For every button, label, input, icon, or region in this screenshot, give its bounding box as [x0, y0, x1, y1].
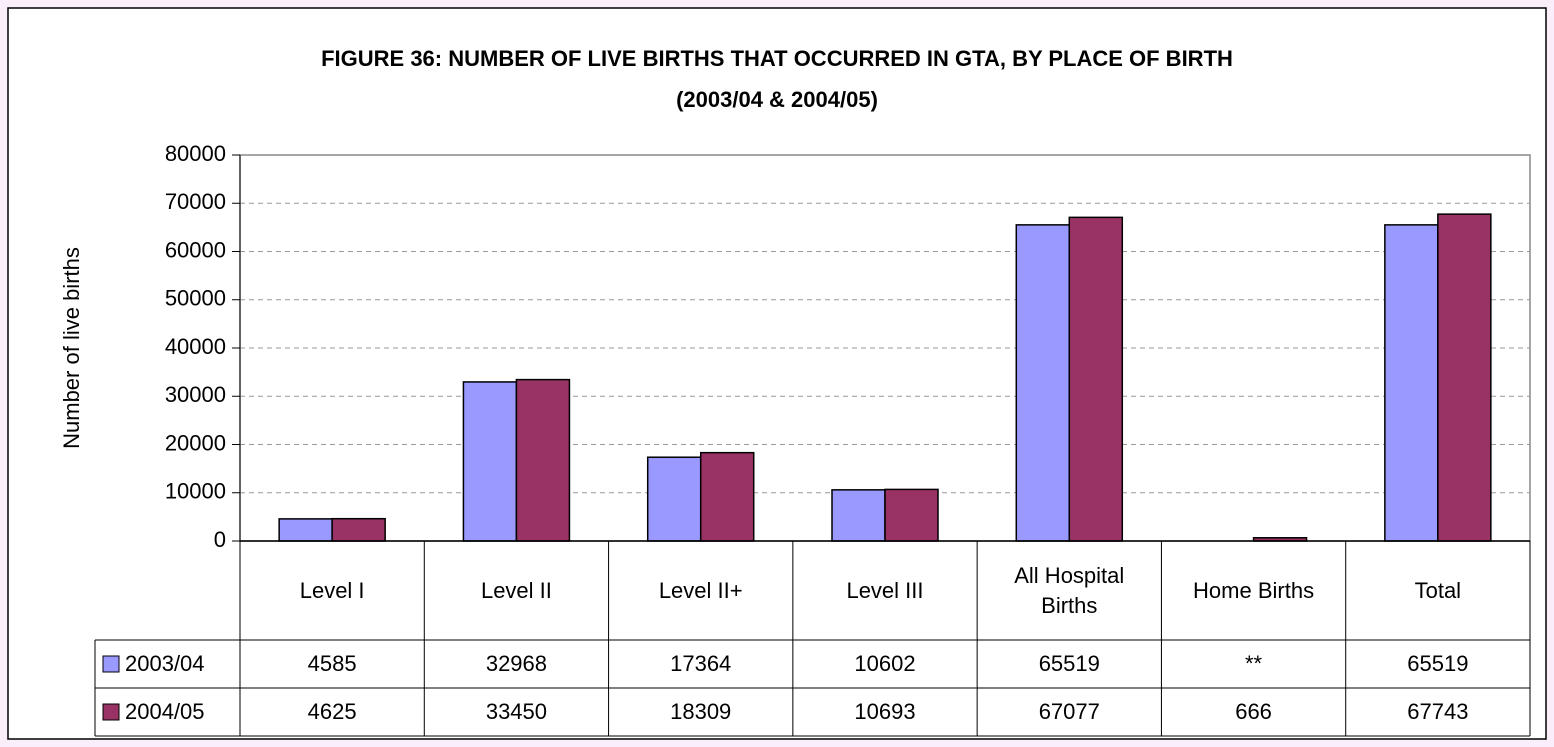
x-tick-label-box: Level II [480, 577, 552, 603]
data-label: 4585 [307, 651, 357, 677]
bar [646, 456, 702, 542]
chart-subtitle: (2003/04 & 2004/05) [676, 87, 878, 112]
data-label-box: ** [1245, 651, 1263, 677]
data-label-box: 65519 [1038, 651, 1100, 677]
data-label: 67077 [1038, 699, 1100, 725]
data-label-box: 33450 [485, 699, 548, 725]
data-label-box: 17364 [670, 651, 732, 677]
data-label-box: 4585 [307, 651, 357, 677]
x-tick-label: Total [1414, 577, 1462, 603]
bar [884, 488, 939, 542]
data-label: 4625 [307, 699, 357, 725]
x-tick-label: Level I [299, 577, 365, 603]
bar [1384, 224, 1439, 542]
data-label-box: 65519 [1407, 651, 1469, 677]
bar [331, 517, 386, 542]
chart-title: FIGURE 36: NUMBER OF LIVE BIRTHS THAT OC… [321, 46, 1233, 71]
y-tick-label: 30000 [165, 382, 226, 407]
y-tick-label: 70000 [165, 189, 226, 214]
x-tick-label: All Hospital Births [1014, 562, 1125, 618]
bar [1015, 224, 1071, 542]
data-label: 10693 [854, 699, 916, 725]
data-label: 18309 [670, 699, 732, 725]
x-tick-label-box: All Hospital Births [1014, 562, 1125, 618]
data-label: 17364 [670, 651, 732, 677]
data-label-box: 67743 [1407, 699, 1469, 725]
y-axis-label: Number of live births [59, 247, 84, 449]
data-label: 32968 [485, 651, 548, 677]
bar [1068, 216, 1124, 542]
y-tick-label: 80000 [165, 141, 226, 166]
y-tick-label: 0 [214, 527, 226, 552]
bar [462, 381, 518, 542]
bar [699, 451, 755, 542]
data-label: 10602 [854, 651, 916, 677]
data-label-box: 10602 [854, 651, 916, 677]
data-label-box: 4625 [307, 699, 357, 725]
bar [515, 378, 571, 542]
x-tick-label-box: Level III [846, 577, 924, 603]
legend-swatch [102, 655, 120, 673]
data-label: 33450 [485, 699, 548, 725]
data-label-box: 10693 [854, 699, 916, 725]
x-tick-label: Level II [480, 577, 552, 603]
data-label-box: 32968 [485, 651, 548, 677]
y-tick-label: 10000 [165, 479, 226, 504]
x-tick-label-box: Level I [299, 577, 365, 603]
legend-label: 2003/04 [125, 651, 205, 676]
x-tick-label: Home Births [1193, 577, 1315, 603]
x-tick-label: Level III [846, 577, 924, 603]
data-label: ** [1245, 651, 1263, 677]
data-label: 65519 [1038, 651, 1100, 677]
y-tick-label: 50000 [165, 286, 226, 311]
y-tick-label: 40000 [165, 334, 226, 359]
data-label-box: 18309 [670, 699, 732, 725]
bar [1437, 213, 1492, 542]
y-tick-label: 60000 [165, 237, 226, 262]
legend-swatch [102, 703, 120, 721]
bar [278, 518, 333, 542]
data-label: 666 [1235, 699, 1272, 725]
y-tick-label: 20000 [165, 430, 226, 455]
data-label: 67743 [1407, 699, 1469, 725]
bar [831, 489, 886, 542]
x-tick-label-box: Level II+ [658, 577, 743, 603]
x-tick-label-box: Home Births [1193, 577, 1315, 603]
x-tick-label-box: Total [1414, 577, 1462, 603]
data-label-box: 666 [1235, 699, 1272, 725]
data-label: 65519 [1407, 651, 1469, 677]
x-tick-label: Level II+ [658, 577, 743, 603]
data-label-box: 67077 [1038, 699, 1100, 725]
legend-label: 2004/05 [125, 699, 205, 724]
